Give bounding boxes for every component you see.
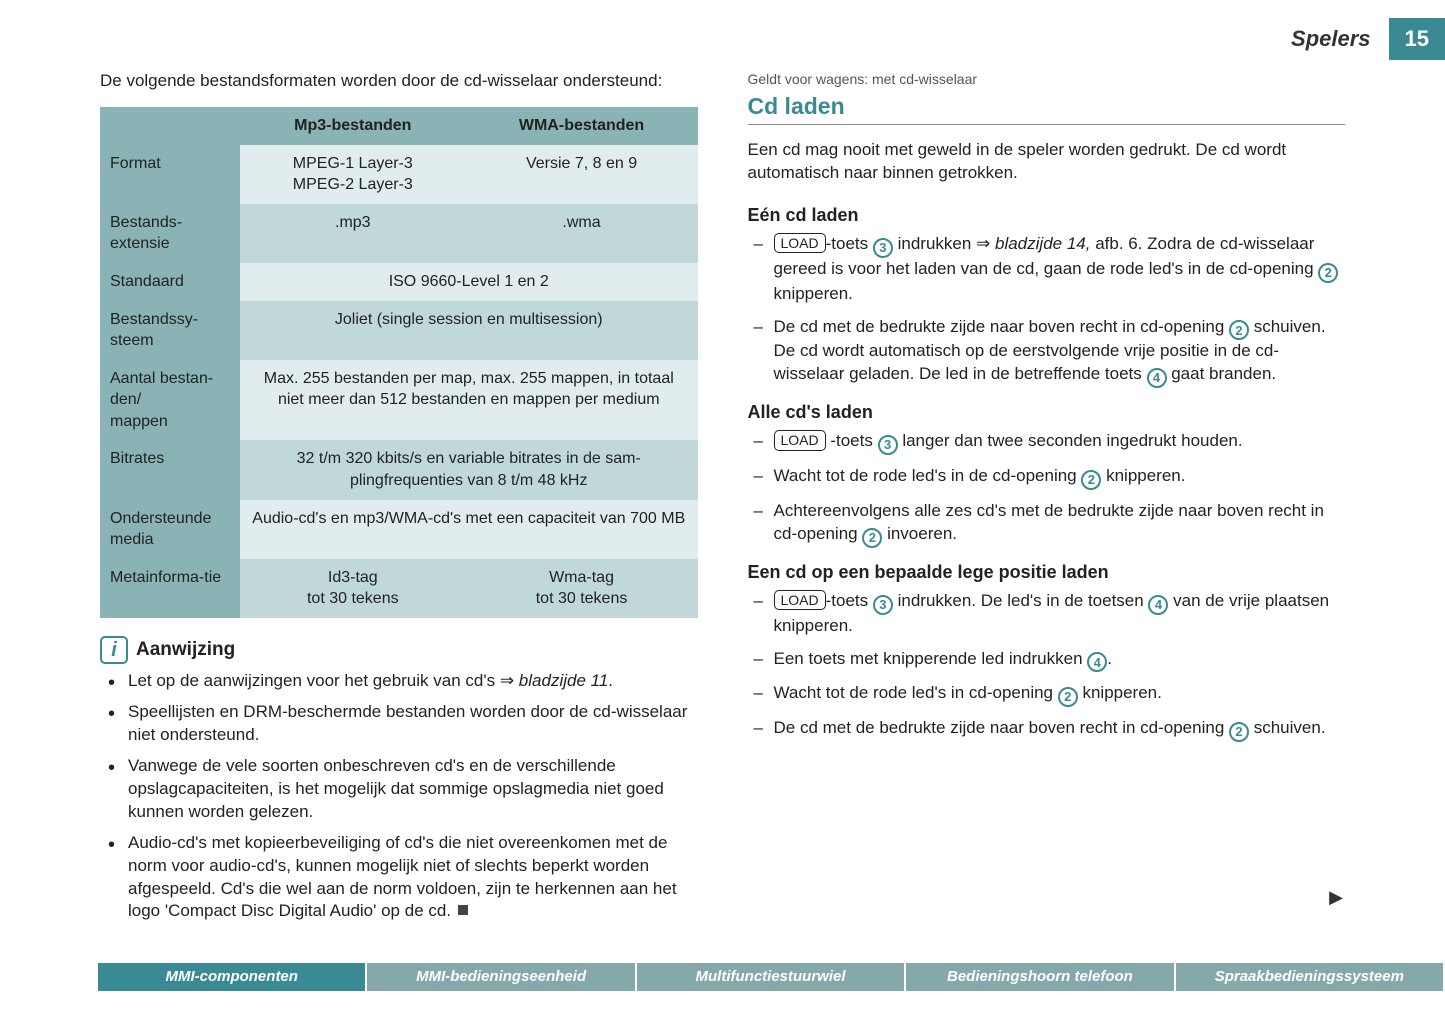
step-list: LOAD-toets 3 indrukken. De led's in de t… — [748, 590, 1346, 742]
section-lead: Een cd mag nooit met geweld in de speler… — [748, 139, 1346, 185]
row-label: Standaard — [100, 263, 240, 301]
row-value: ISO 9660-Level 1 en 2 — [240, 263, 698, 301]
footer-tab[interactable]: MMI-bedieningseenheid — [367, 963, 636, 991]
step-item: LOAD -toets 3 langer dan twee seconden i… — [748, 430, 1346, 455]
row-label: Bestandssy-steem — [100, 301, 240, 360]
row-value: Versie 7, 8 en 9 — [466, 145, 698, 204]
subsection-head: Alle cd's laden — [748, 400, 1346, 424]
step-item: De cd met de bedrukte zijde naar boven r… — [748, 717, 1346, 742]
footer-tabs: MMI-componentenMMI-bedieningseenheidMult… — [98, 961, 1445, 991]
row-value: MPEG-1 Layer-3MPEG-2 Layer-3 — [240, 145, 466, 204]
keycap-icon: LOAD — [774, 430, 826, 450]
row-label: Bitrates — [100, 440, 240, 499]
right-column: Geldt voor wagens: met cd-wisselaar Cd l… — [748, 70, 1346, 931]
note-heading: i Aanwijzing — [100, 636, 698, 664]
left-intro: De volgende bestandsformaten worden door… — [100, 70, 698, 93]
row-value: .mp3 — [240, 204, 466, 263]
footer-tab[interactable]: Multifunctiestuurwiel — [637, 963, 906, 991]
row-value: Audio-cd's en mp3/WMA-cd's met een capac… — [240, 500, 698, 559]
keycap-icon: LOAD — [774, 590, 826, 610]
left-column: De volgende bestandsformaten worden door… — [100, 70, 698, 931]
note-item: Audio-cd's met kopieerbeveiliging of cd'… — [100, 832, 698, 924]
note-item: Let op de aanwijzingen voor het gebruik … — [100, 670, 698, 693]
row-label: Bestands-extensie — [100, 204, 240, 263]
ref-circle-icon: 3 — [873, 238, 893, 258]
ref-circle-icon: 2 — [1081, 470, 1101, 490]
ref-circle-icon: 2 — [1318, 263, 1338, 283]
header-page-number: 15 — [1389, 18, 1445, 60]
row-label: Aantal bestan-den/mappen — [100, 360, 240, 441]
col-b-header: WMA-bestanden — [466, 107, 698, 145]
footer-tab[interactable]: Spraakbedieningssysteem — [1176, 963, 1445, 991]
step-item: De cd met de bedrukte zijde naar boven r… — [748, 316, 1346, 388]
step-item: Een toets met knipperende led indrukken … — [748, 648, 1346, 673]
ref-circle-icon: 4 — [1148, 595, 1168, 615]
row-value: Id3-tagtot 30 tekens — [240, 559, 466, 618]
step-item: LOAD-toets 3 indrukken. De led's in de t… — [748, 590, 1346, 638]
continue-arrow-icon: ▶ — [1329, 885, 1343, 909]
note-list: Let op de aanwijzingen voor het gebruik … — [100, 670, 698, 923]
row-value: Max. 255 bestanden per map, max. 255 map… — [240, 360, 698, 441]
note-title: Aanwijzing — [136, 637, 235, 663]
keycap-icon: LOAD — [774, 233, 826, 253]
col-a-header: Mp3-bestanden — [240, 107, 466, 145]
ref-circle-icon: 3 — [873, 595, 893, 615]
ref-circle-icon: 2 — [1058, 687, 1078, 707]
page-header: Spelers 15 — [1273, 18, 1445, 60]
ref-circle-icon: 4 — [1087, 652, 1107, 672]
ref-circle-icon: 3 — [878, 435, 898, 455]
subsection-head: Eén cd laden — [748, 203, 1346, 227]
note-item: Speellijsten en DRM-beschermde bestanden… — [100, 701, 698, 747]
row-value: 32 t/m 320 kbits/s en variable bitrates … — [240, 440, 698, 499]
section-title: Cd laden — [748, 91, 1346, 125]
note-item: Vanwege de vele soorten onbeschreven cd'… — [100, 755, 698, 824]
row-label: Format — [100, 145, 240, 204]
applies-note: Geldt voor wagens: met cd-wisselaar — [748, 70, 1346, 89]
ref-circle-icon: 2 — [862, 528, 882, 548]
step-item: Wacht tot de rode led's in cd-opening 2 … — [748, 682, 1346, 707]
content-area: De volgende bestandsformaten worden door… — [100, 70, 1345, 931]
ref-circle-icon: 2 — [1229, 320, 1249, 340]
row-value: Joliet (single session en multisession) — [240, 301, 698, 360]
format-table: Mp3-bestanden WMA-bestanden FormatMPEG-1… — [100, 107, 698, 618]
step-item: Achtereenvolgens alle zes cd's met de be… — [748, 500, 1346, 548]
row-label: Metainforma-tie — [100, 559, 240, 618]
row-label: Ondersteunde media — [100, 500, 240, 559]
step-list: LOAD -toets 3 langer dan twee seconden i… — [748, 430, 1346, 547]
footer-tab[interactable]: MMI-componenten — [98, 963, 367, 991]
row-value: Wma-tagtot 30 tekens — [466, 559, 698, 618]
header-title: Spelers — [1273, 18, 1389, 60]
info-icon: i — [100, 636, 128, 664]
ref-circle-icon: 2 — [1229, 722, 1249, 742]
footer-tab[interactable]: Bedieningshoorn telefoon — [906, 963, 1175, 991]
row-value: .wma — [466, 204, 698, 263]
ref-circle-icon: 4 — [1147, 368, 1167, 388]
subsection-head: Een cd op een bepaalde lege positie lade… — [748, 560, 1346, 584]
step-item: LOAD-toets 3 indrukken ⇒ bladzijde 14, a… — [748, 233, 1346, 305]
step-list: LOAD-toets 3 indrukken ⇒ bladzijde 14, a… — [748, 233, 1346, 388]
end-square-icon — [458, 905, 468, 915]
step-item: Wacht tot de rode led's in de cd-opening… — [748, 465, 1346, 490]
